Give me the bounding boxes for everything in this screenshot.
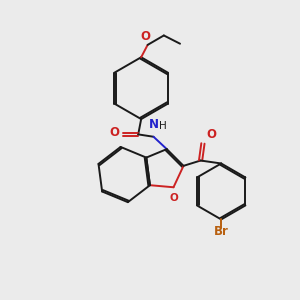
Text: H: H — [159, 122, 167, 131]
Text: N: N — [148, 118, 158, 131]
Text: O: O — [110, 126, 119, 140]
Text: O: O — [206, 128, 216, 140]
Text: Br: Br — [214, 225, 229, 238]
Text: O: O — [140, 29, 150, 43]
Text: O: O — [170, 193, 178, 203]
